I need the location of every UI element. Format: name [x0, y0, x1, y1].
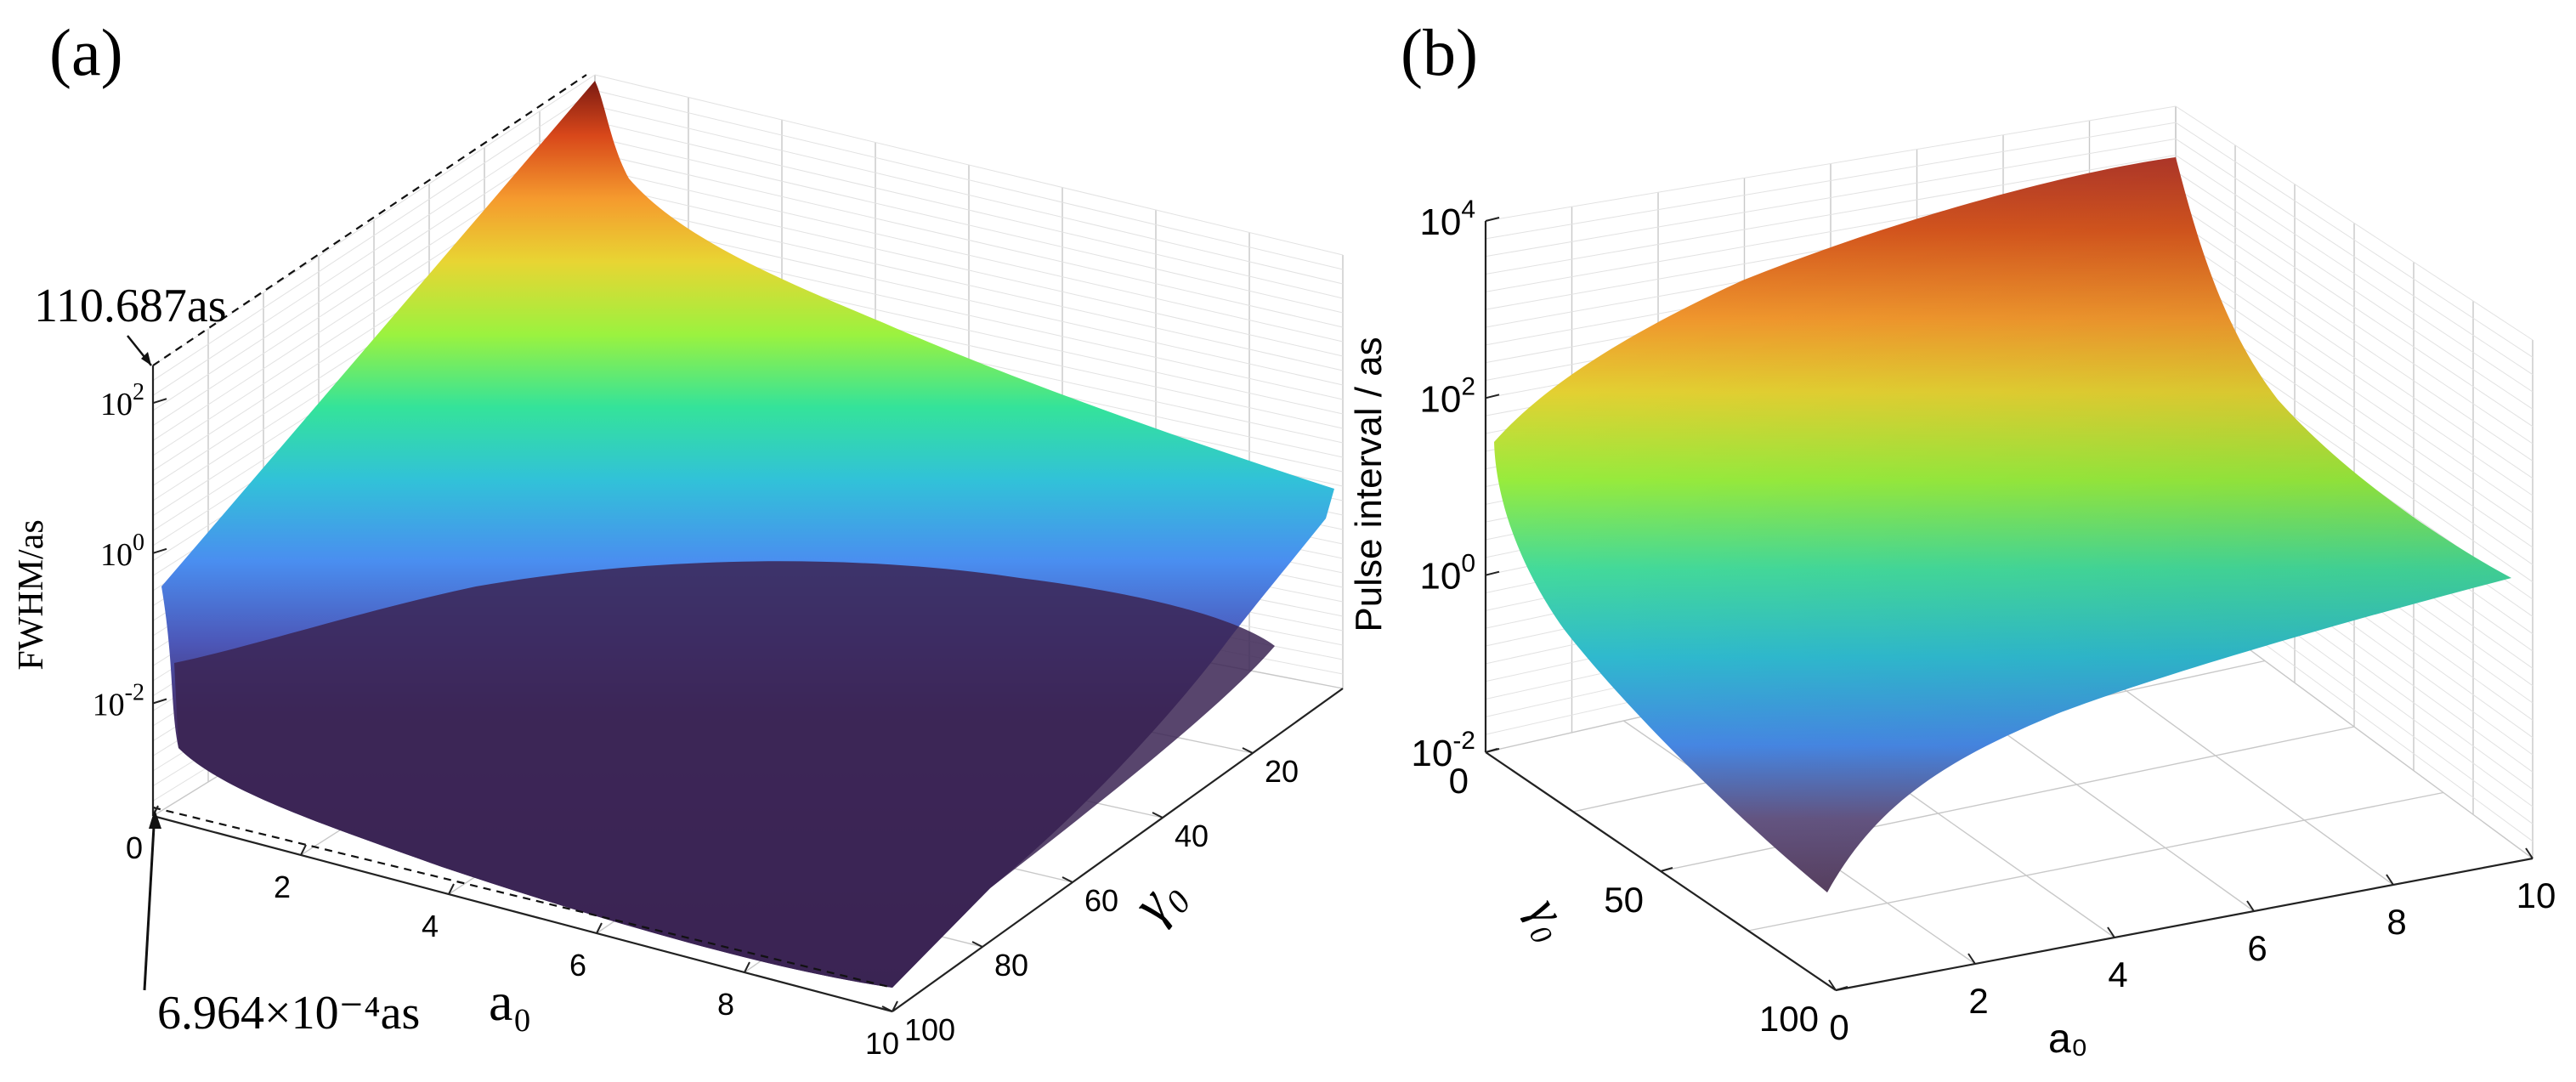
x-tick-a [744, 961, 750, 973]
y-axis-label-b: γ₀ [1518, 888, 1584, 948]
x-tick-label-a: 4 [422, 909, 439, 943]
x-tick-a [300, 844, 307, 856]
pulse-surface-shade [1494, 157, 2511, 892]
max-annotation: 110.687as [34, 280, 227, 332]
x-tick-a [596, 922, 603, 934]
y-axis-a [892, 688, 1344, 1012]
y-tick-label-a: 80 [994, 948, 1028, 983]
x-tick-label-b: 8 [2386, 902, 2406, 942]
fwhm-surface-shadow [174, 561, 1275, 988]
min-arrow-head [149, 809, 161, 829]
y-tick-a [1152, 812, 1163, 819]
y-tick-b [1660, 867, 1673, 872]
min-guide-line [152, 806, 893, 989]
x-ticks-a: 0 2 4 6 8 10 [126, 805, 899, 1061]
x-axis-b [1835, 857, 2534, 992]
max-guide-line [152, 74, 587, 366]
y-tick-a [971, 941, 983, 948]
x-tick-label-a: 0 [126, 830, 143, 865]
y-tick-label-b: 0 [1449, 761, 1469, 801]
z-tick-label-b: 100 [1419, 550, 1475, 598]
y-axis-label-a: γ₀ [1120, 862, 1194, 933]
y-tick-label-a: 20 [1265, 754, 1299, 789]
x-axis-label-a: a₀ [489, 972, 532, 1032]
x-tick-label-a: 10 [865, 1026, 899, 1061]
z-tick-label-b: 102 [1419, 372, 1475, 420]
x-tick-b [2107, 926, 2115, 938]
y-tick-label-b: 100 [1759, 999, 1819, 1039]
z-tick-b [1485, 217, 1500, 222]
z-tick-b [1485, 394, 1500, 399]
x-tick-b [1828, 979, 1837, 991]
x-tick-b [2246, 900, 2255, 912]
y-ticks-b: 0 50 100 [1449, 748, 1848, 1039]
y-tick-a [1062, 876, 1073, 883]
x-tick-label-a: 6 [569, 948, 586, 983]
z-tick-label-a: 102 [100, 379, 144, 422]
x-tick-b [2525, 847, 2534, 859]
panel-b-label: (b) [1401, 15, 1478, 89]
x-axis-a [152, 814, 893, 1013]
z-tick-a [152, 698, 167, 705]
y-tick-label-b: 50 [1604, 880, 1644, 920]
x-tick-b [2386, 874, 2394, 886]
y-tick-label-a: 60 [1084, 883, 1118, 918]
x-axis-label-b: a₀ [2048, 1017, 2088, 1062]
z-axis-label-b: Pulse interval / as [1348, 337, 1390, 632]
x-ticks-b: 0 2 4 6 8 10 [1828, 847, 2556, 1047]
y-tick-label-a: 100 [904, 1012, 955, 1047]
x-tick-label-a: 2 [274, 870, 291, 904]
x-tick-label-b: 4 [2108, 955, 2127, 994]
x-tick-label-b: 0 [1829, 1007, 1848, 1047]
x-tick-label-a: 8 [717, 987, 734, 1022]
x-tick-label-b: 2 [1968, 981, 1988, 1021]
y-tick-b [1485, 748, 1498, 753]
z-axis-label-a: FWHM/as [12, 519, 51, 670]
y-ticks-a: 20 40 60 80 100 [881, 747, 1299, 1047]
y-tick-a [1242, 747, 1254, 754]
z-tick-a [152, 547, 167, 554]
panel-a-label: (a) [49, 15, 123, 89]
z-tick-a [152, 398, 167, 405]
z-ticks-a: 10-2 100 102 [93, 379, 167, 723]
min-annotation: 6.964×10⁻⁴as [157, 987, 420, 1040]
y-tick-a [881, 1006, 893, 1012]
panel-a: (a) 10-2 100 102 FWHM/as 0 2 4 6 8 10 a₀ 20 40 60… [12, 15, 1344, 1061]
y-tick-label-a: 40 [1175, 819, 1209, 853]
z-tick-b [1485, 570, 1500, 576]
z-tick-label-a: 100 [100, 530, 144, 573]
z-tick-label-b: 104 [1419, 195, 1475, 243]
z-tick-label-a: 10-2 [93, 680, 144, 723]
x-tick-b [1967, 953, 1976, 965]
max-arrow-head [141, 352, 151, 365]
min-annotation-arrow [143, 811, 156, 991]
x-tick-label-b: 6 [2247, 928, 2267, 968]
x-tick-a [448, 883, 455, 895]
x-tick-label-b: 10 [2517, 875, 2556, 915]
